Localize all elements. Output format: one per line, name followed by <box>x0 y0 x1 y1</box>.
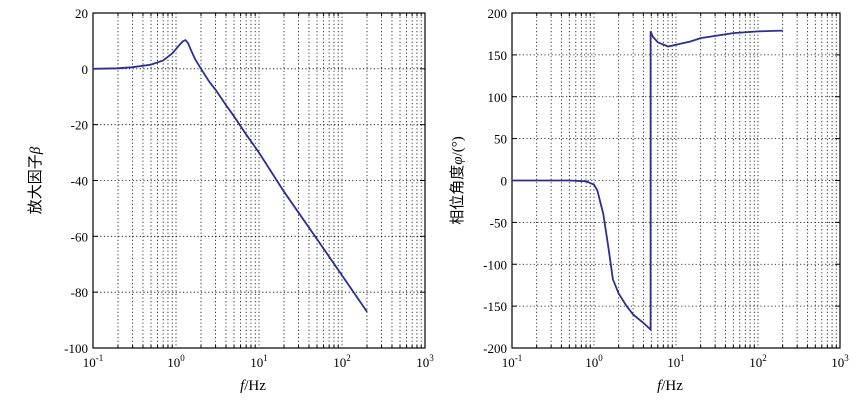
y-tick-label: -80 <box>71 285 88 300</box>
y-tick-label: -40 <box>71 174 88 189</box>
y-tick-label: 50 <box>494 132 507 147</box>
x-tick-label: 103 <box>831 353 849 370</box>
y-axis-text: 相位角度 <box>449 165 466 225</box>
axis-ticks <box>512 12 840 349</box>
y-tick-label: 0 <box>82 62 89 77</box>
y-tick-label: -60 <box>71 229 88 244</box>
y-tick-label: 100 <box>488 90 508 105</box>
magnification-chart: 20 0 -20 -40 -60 -80 -100 10-1 100 101 102 103 f/H… <box>27 6 434 394</box>
x-axis-var: f <box>657 378 663 394</box>
y-tick-label: -100 <box>64 341 88 356</box>
x-tick-label: 10-1 <box>502 353 523 370</box>
y-tick-label: -200 <box>483 341 507 356</box>
x-axis-label: f/Hz <box>657 378 683 394</box>
y-axis-unit: /(°) <box>450 136 466 156</box>
y-tick-labels: 20 0 -20 -40 -60 -80 -100 <box>64 6 88 356</box>
x-tick-label: 102 <box>333 353 351 370</box>
y-tick-label: -100 <box>483 257 507 272</box>
x-tick-labels: 10-1 100 101 102 103 <box>502 353 850 370</box>
y-tick-label: 200 <box>488 6 508 21</box>
x-axis-unit: /Hz <box>244 378 266 394</box>
y-axis-label: 放大因子β <box>27 146 44 214</box>
grid <box>93 13 425 348</box>
x-axis-var: f <box>240 378 246 394</box>
x-axis-label: f/Hz <box>240 378 266 394</box>
y-tick-label: -150 <box>483 299 507 314</box>
y-axis-var: φ <box>450 156 466 164</box>
y-tick-label: 20 <box>75 6 88 21</box>
x-tick-label: 101 <box>667 353 685 370</box>
series-line <box>92 38 368 313</box>
axis-ticks <box>93 12 425 349</box>
x-tick-label: 100 <box>585 353 603 370</box>
x-axis-unit: /Hz <box>661 378 683 394</box>
x-tick-label: 101 <box>250 353 268 370</box>
x-tick-label: 100 <box>167 353 185 370</box>
y-axis-var: β <box>28 146 44 155</box>
y-tick-label: 150 <box>488 48 508 63</box>
y-axis-text: 放大因子 <box>27 154 44 214</box>
x-tick-label: 10-1 <box>83 353 104 370</box>
y-tick-label: -20 <box>71 118 88 133</box>
y-axis-label: 相位角度φ/(°) <box>449 136 466 224</box>
y-tick-labels: 200 150 100 50 0 -50 -100 -150 -200 <box>483 6 507 356</box>
y-tick-label: 0 <box>501 174 508 189</box>
x-tick-label: 103 <box>416 353 434 370</box>
y-tick-label: -50 <box>490 215 507 230</box>
series-line <box>512 29 783 332</box>
x-tick-labels: 10-1 100 101 102 103 <box>83 353 435 370</box>
x-tick-label: 102 <box>749 353 767 370</box>
